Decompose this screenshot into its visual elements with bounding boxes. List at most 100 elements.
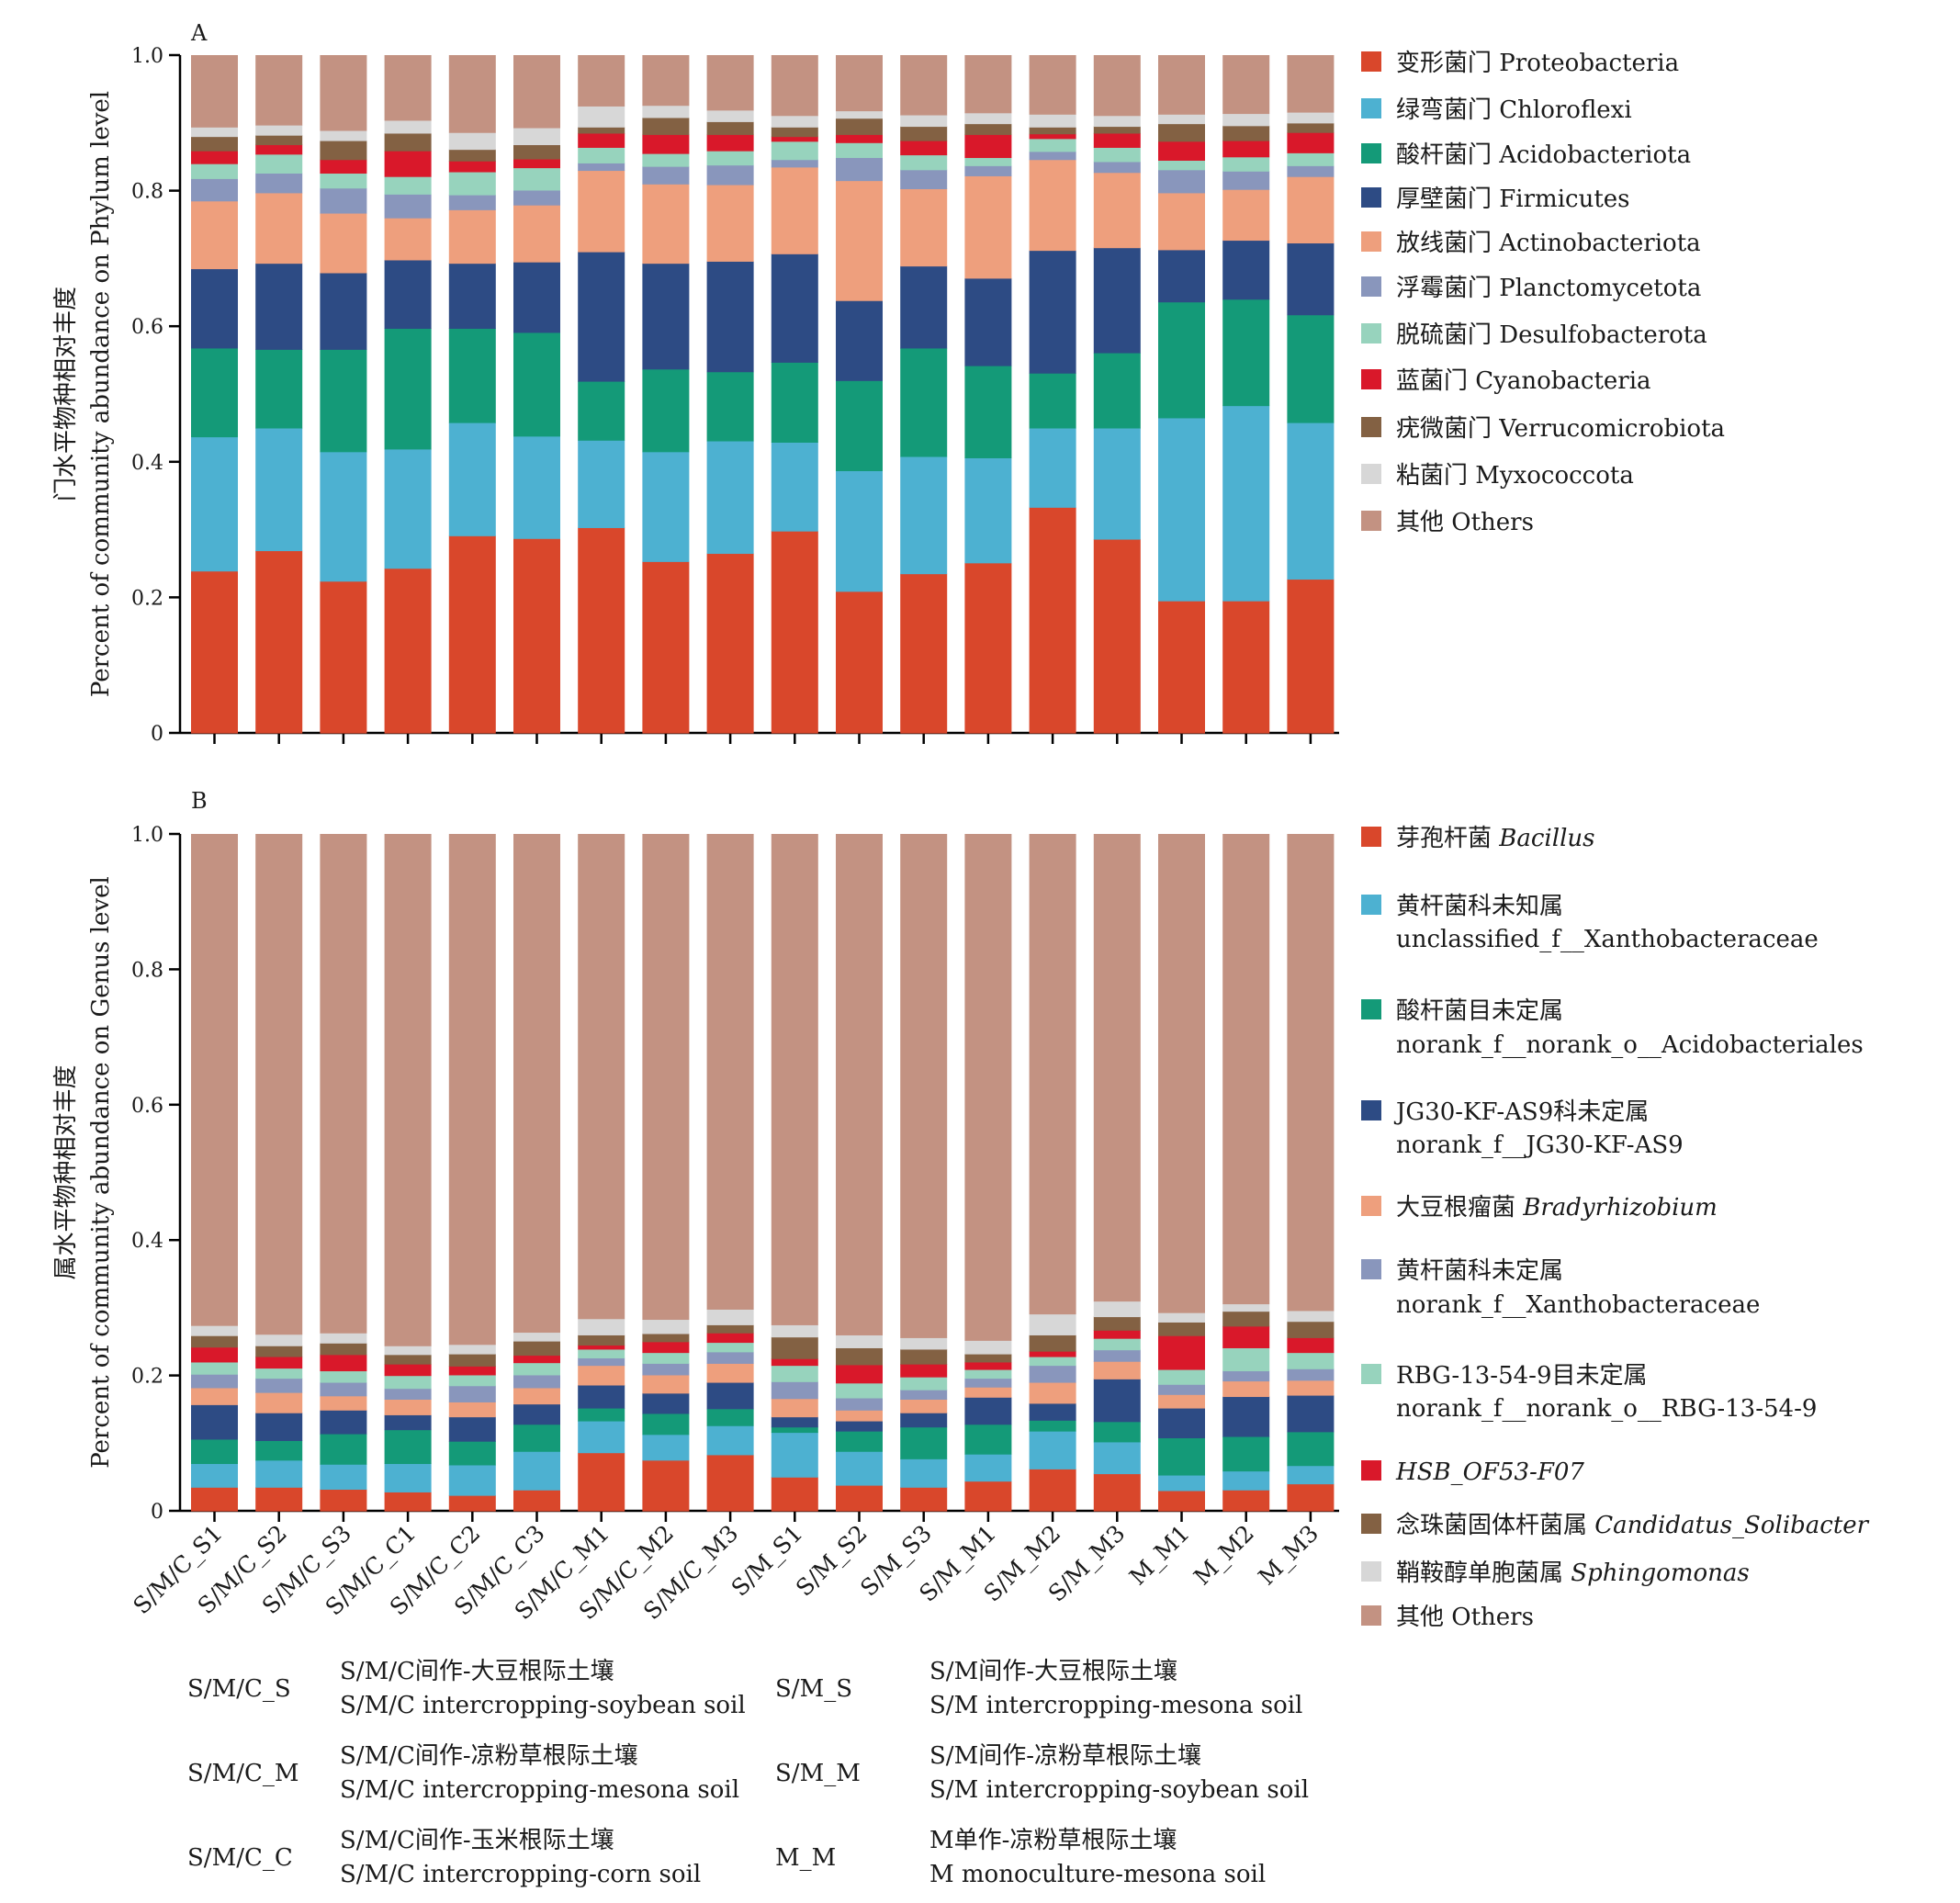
y-tick-label: 0.4 xyxy=(131,452,163,475)
bar-segment xyxy=(1029,1351,1076,1357)
legend: 芽孢杆菌 Bacillus 黄杆菌科未知属 unclassified_f__Xant… xyxy=(1361,825,1870,1631)
bar-segment xyxy=(900,1348,948,1365)
bar-segment xyxy=(448,209,496,265)
bar-segment xyxy=(1287,122,1335,133)
bar-segment xyxy=(1093,538,1141,734)
bar-segment xyxy=(642,1341,690,1354)
bar-segment xyxy=(642,1434,690,1461)
bar-segment xyxy=(642,368,690,453)
bar-segment xyxy=(1029,1420,1076,1432)
bar-segment xyxy=(578,1348,625,1359)
bar-segment xyxy=(384,119,432,134)
bar-segment xyxy=(448,55,496,133)
bar-segment xyxy=(642,1374,690,1394)
bar-segment xyxy=(1158,1312,1205,1323)
bar-segment xyxy=(1287,242,1335,316)
legend-label: 酸杆菌目未定属 xyxy=(1396,997,1563,1025)
bar-segment xyxy=(642,117,690,135)
legend-swatch xyxy=(1361,231,1381,252)
bar-segment xyxy=(771,159,818,168)
legend-item: 鞘鞍醇单胞菌属 Sphingomonas xyxy=(1361,1560,1750,1587)
bar-segment xyxy=(191,136,238,152)
bar-segment xyxy=(320,129,367,141)
bar-segment xyxy=(513,158,560,169)
bar-segment xyxy=(1093,147,1141,163)
note-code: S/M_M xyxy=(775,1760,861,1787)
note-code: S/M/C_M xyxy=(187,1760,299,1787)
bar-segment xyxy=(836,1431,883,1452)
bar-segment xyxy=(191,834,238,1326)
bar-segment xyxy=(255,550,303,734)
bar-segment xyxy=(191,436,238,572)
bar-segment xyxy=(642,1352,690,1364)
bar-segment xyxy=(448,263,496,330)
bar-segment xyxy=(836,1364,883,1384)
bar-segment xyxy=(578,1384,625,1409)
bar-segment xyxy=(384,218,432,261)
legend-label: 疣微菌门 Verrucomicrobiota xyxy=(1396,415,1725,443)
legend-item: 蓝菌门 Cyanobacteria xyxy=(1361,367,1651,395)
bar-segment xyxy=(384,151,432,177)
bar-segment xyxy=(642,184,690,265)
bar-segment xyxy=(448,1441,496,1466)
bar-segment xyxy=(578,1357,625,1367)
bar-segment xyxy=(513,435,560,539)
bar-segment xyxy=(1093,1441,1141,1475)
bar-segment xyxy=(1158,160,1205,171)
bar-segment xyxy=(900,573,948,734)
bar-segment xyxy=(706,121,754,135)
bar-segment xyxy=(191,151,238,164)
bar-segment xyxy=(1287,165,1335,177)
bar-segment xyxy=(1093,172,1141,249)
bar-segment xyxy=(513,205,560,263)
bar-segment xyxy=(836,1397,883,1411)
note-item: S/M_S S/M间作-大豆根际土壤 S/M intercropping-meson… xyxy=(775,1658,1302,1719)
bar-segment xyxy=(1093,834,1141,1302)
bar-segment xyxy=(448,1366,496,1376)
bar-segment xyxy=(191,1404,238,1440)
bar-segment xyxy=(448,1464,496,1496)
bar-segment xyxy=(1029,114,1076,128)
bar-segment xyxy=(320,834,367,1334)
bar-segment xyxy=(1158,55,1205,115)
legend-item: 芽孢杆菌 Bacillus xyxy=(1361,825,1594,852)
bar-segment xyxy=(706,1425,754,1456)
bar-segment xyxy=(1093,1473,1141,1512)
bar-segment xyxy=(255,135,303,146)
bar-segment xyxy=(191,1438,238,1465)
bar-segment xyxy=(1093,1361,1141,1379)
bar-segment xyxy=(1158,1384,1205,1395)
bar-segment xyxy=(771,253,818,363)
note-desc-cn: S/M间作-凉粉草根际土壤 xyxy=(929,1742,1201,1770)
bar-segment xyxy=(1029,127,1076,135)
bar-segment xyxy=(771,531,818,734)
bar-segment xyxy=(513,189,560,206)
bar-segment xyxy=(1093,352,1141,429)
bar-segment xyxy=(1287,1368,1335,1381)
bar-segment xyxy=(771,442,818,532)
bar-segment xyxy=(578,127,625,134)
legend-item: 粘菌门 Myxococcota xyxy=(1361,462,1634,490)
legend-swatch xyxy=(1361,323,1381,343)
legend-label: 大豆根瘤菌 Bradyrhizobium xyxy=(1396,1194,1718,1222)
bar-segment xyxy=(900,265,948,349)
x-tick-label: M_M1 xyxy=(1124,1520,1195,1591)
bar-segment xyxy=(1093,132,1141,148)
bar-segment xyxy=(320,1464,367,1491)
bar-segment xyxy=(1158,1368,1205,1385)
legend-item: 其他 Others xyxy=(1361,509,1534,536)
legend-label-line2: norank_f__norank_o__RBG-13-54-9 xyxy=(1396,1395,1817,1423)
bar-segment xyxy=(1093,427,1141,540)
bar-segment xyxy=(964,1361,1012,1370)
bar-segment xyxy=(1158,1437,1205,1476)
legend-label: 念珠菌固体杆菌属 Candidatus_Solibacter xyxy=(1396,1512,1870,1539)
bar-segment xyxy=(771,1426,818,1434)
bar-segment xyxy=(964,1354,1012,1363)
bar-segment xyxy=(900,140,948,156)
legend-swatch xyxy=(1361,1514,1381,1534)
bar-segment xyxy=(191,1346,238,1363)
bar-segment xyxy=(1222,1311,1270,1327)
note-desc-cn: M单作-凉粉草根际土壤 xyxy=(929,1827,1177,1854)
bar-segment xyxy=(1093,1349,1141,1362)
y-axis-title-en: Percent of community abundance on Genus … xyxy=(87,876,115,1469)
